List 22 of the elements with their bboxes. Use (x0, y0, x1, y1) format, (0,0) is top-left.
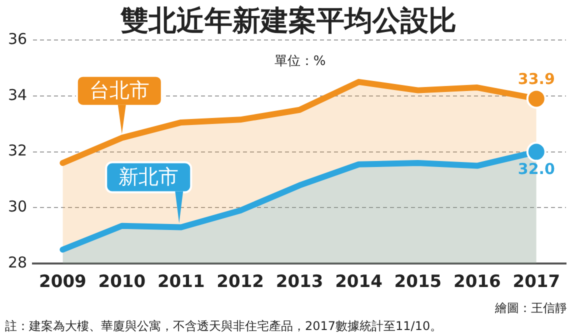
text: 單位：% (273, 53, 327, 70)
x-tick-label: 2017 (512, 272, 560, 292)
x-tick-label: 2012 (216, 272, 264, 292)
x-tick-label: 2010 (98, 272, 146, 292)
y-tick-label: 36 (8, 30, 28, 48)
x-tick-label: 2016 (454, 272, 501, 292)
x-tick-label: 2014 (335, 272, 383, 292)
chart-title: 雙北近年新建案平均公設比 (120, 4, 456, 37)
text: 繪圖：王信靜 (495, 300, 567, 317)
y-tick-label: 28 (8, 253, 28, 272)
y-tick-label: 34 (8, 86, 28, 104)
y-tick-label: 32 (8, 142, 28, 160)
x-tick-label: 2015 (394, 272, 442, 292)
series-label: 新北市 (118, 164, 179, 188)
series-label: 台北市 (89, 78, 150, 102)
data-label: 33.9 (518, 70, 555, 88)
text: 註：建案為大樓、華廈與公寓，不含透天與非住宅產品，2017數據統計至11/10。 (5, 318, 442, 335)
data-label: 32.0 (518, 160, 555, 178)
y-tick-label: 30 (8, 198, 28, 216)
x-tick-label: 2013 (276, 272, 324, 292)
x-tick-label: 2009 (39, 272, 86, 292)
x-tick-label: 2011 (157, 272, 205, 292)
